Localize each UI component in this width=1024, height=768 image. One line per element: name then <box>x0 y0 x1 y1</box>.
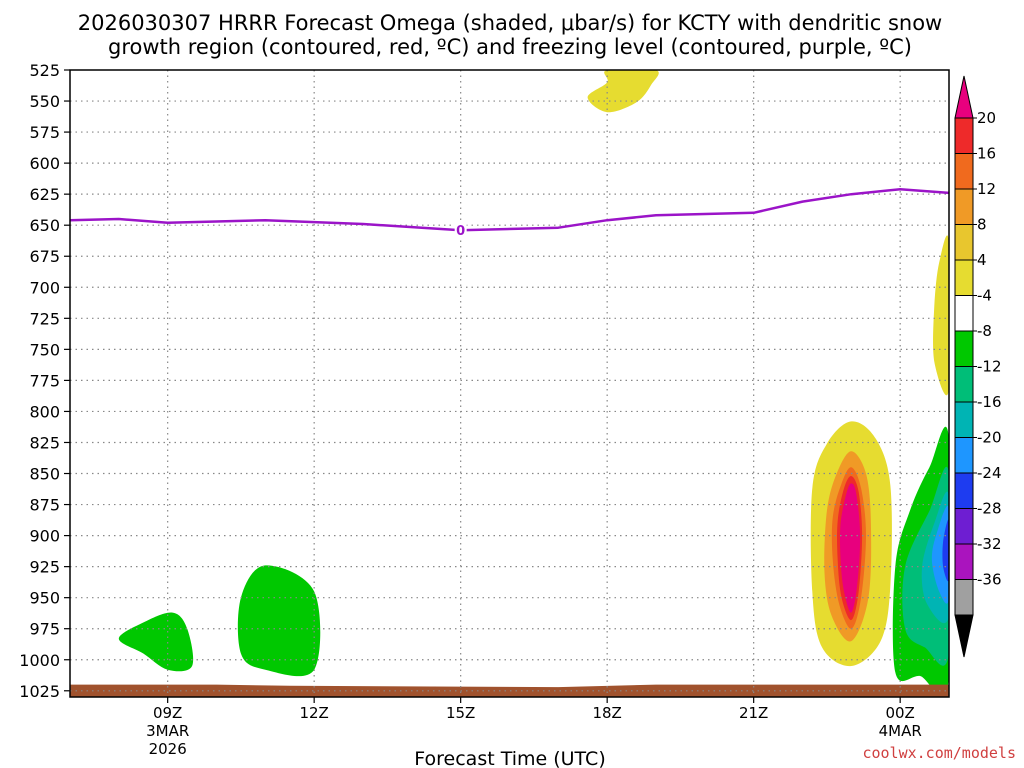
plot-frame <box>69 69 950 698</box>
y-tick-label-850: 850 <box>29 465 60 484</box>
colorbar-bottom-arrow <box>954 614 974 658</box>
y-tick-label-700: 700 <box>29 278 60 297</box>
colorbar-swatch-9 <box>954 401 974 438</box>
x-tick-label-21Z: 21Z <box>739 704 768 722</box>
y-tick-label-800: 800 <box>29 402 60 421</box>
omega-region-sinking-blue-right <box>931 505 949 604</box>
colorbar-swatch-7 <box>954 330 974 367</box>
omega-region-rising-magenta-column <box>839 483 861 613</box>
colorbar: 20 16 12 8 4 -4 -8 -12 -16 -20 -24 -28 -32 -36 <box>954 75 1002 658</box>
colorbar-swatch-4 <box>954 224 974 261</box>
colorbar-swatch-2 <box>954 153 974 190</box>
colorbar-swatch-6 <box>954 295 974 332</box>
omega-region-sinking-green-mid <box>237 565 321 677</box>
colorbar-swatch-12 <box>954 508 974 545</box>
freezing-level-label: 0 <box>456 224 465 239</box>
colorbar-label-3: 8 <box>977 216 987 234</box>
colorbar-label-5: -4 <box>977 287 992 305</box>
x-tick-year-09Z: 2026 <box>149 740 187 758</box>
colorbar-label-4: 4 <box>977 251 987 269</box>
x-tick-label-00Z: 00Z <box>885 704 914 722</box>
colorbar-swatch-3 <box>954 188 974 225</box>
x-tick-label-12Z: 12Z <box>299 704 328 722</box>
colorbar-label-10: -24 <box>977 464 1002 482</box>
colorbar-label-11: -28 <box>977 500 1002 518</box>
y-tick-label-975: 975 <box>29 620 60 639</box>
colorbar-swatch-8 <box>954 366 974 403</box>
plot-area <box>70 70 949 697</box>
colorbar-label-2: 12 <box>977 180 996 198</box>
colorbar-swatch-5 <box>954 259 974 296</box>
x-tick-date-00Z: 4MAR <box>879 722 922 740</box>
y-tick-label-575: 575 <box>29 123 60 142</box>
colorbar-top-arrow <box>954 75 974 119</box>
y-tick-label-725: 725 <box>29 309 60 328</box>
y-tick-label-675: 675 <box>29 247 60 266</box>
ground-surface <box>70 684 949 697</box>
y-tick-label-950: 950 <box>29 589 60 608</box>
chart-title-line-2: growth region (contoured, red, ºC) and f… <box>108 35 912 59</box>
freezing-level-layer: 0 <box>70 187 949 239</box>
y-tick-label-650: 650 <box>29 216 60 235</box>
colorbar-label-8: -16 <box>977 393 1002 411</box>
y-tick-label-600: 600 <box>29 154 60 173</box>
x-tick-date-09Z: 3MAR <box>146 722 189 740</box>
freezing-level-line <box>70 187 949 232</box>
colorbar-label-9: -20 <box>977 429 1002 447</box>
colorbar-label-0: 20 <box>977 109 996 127</box>
omega-region-sinking-green-left <box>118 612 194 672</box>
y-tick-label-900: 900 <box>29 527 60 546</box>
credit-watermark: coolwx.com/models <box>862 744 1016 762</box>
grid-lines <box>70 70 949 697</box>
y-tick-label-625: 625 <box>29 185 60 204</box>
colorbar-swatch-1 <box>954 117 974 154</box>
colorbar-label-1: 16 <box>977 145 996 163</box>
colorbar-label-6: -8 <box>977 322 992 340</box>
colorbar-label-7: -12 <box>977 358 1002 376</box>
omega-region-sinking-darkblue-right <box>942 519 949 582</box>
y-tick-label-1000: 1000 <box>19 651 60 670</box>
omega-region-rising-yellow-top <box>587 70 659 113</box>
omega-region-rising-yellow-right <box>933 235 949 396</box>
colorbar-swatch-11 <box>954 472 974 509</box>
y-axis-ticks: 525 550 575 600 625 650 675 700 725 750 775 800 825 8… <box>19 61 70 701</box>
y-tick-label-1025: 1025 <box>19 682 60 701</box>
y-tick-label-825: 825 <box>29 433 60 452</box>
x-tick-label-18Z: 18Z <box>592 704 621 722</box>
y-tick-label-525: 525 <box>29 61 60 80</box>
x-axis-label: Forecast Time (UTC) <box>414 748 605 768</box>
y-tick-label-875: 875 <box>29 496 60 515</box>
chart-title-line-1: 2026030307 HRRR Forecast Omega (shaded, … <box>78 11 942 35</box>
y-tick-label-550: 550 <box>29 92 60 111</box>
x-tick-label-15Z: 15Z <box>446 704 475 722</box>
y-tick-label-925: 925 <box>29 558 60 577</box>
freezing-level-label-bg <box>454 222 467 239</box>
y-tick-label-750: 750 <box>29 340 60 359</box>
colorbar-swatch-10 <box>954 437 974 474</box>
x-tick-label-09Z: 09Z <box>153 704 182 722</box>
y-tick-label-775: 775 <box>29 371 60 390</box>
colorbar-label-12: -32 <box>977 535 1002 553</box>
colorbar-label-13: -36 <box>977 571 1002 589</box>
colorbar-swatch-13 <box>954 543 974 580</box>
colorbar-swatch-14 <box>954 579 974 616</box>
